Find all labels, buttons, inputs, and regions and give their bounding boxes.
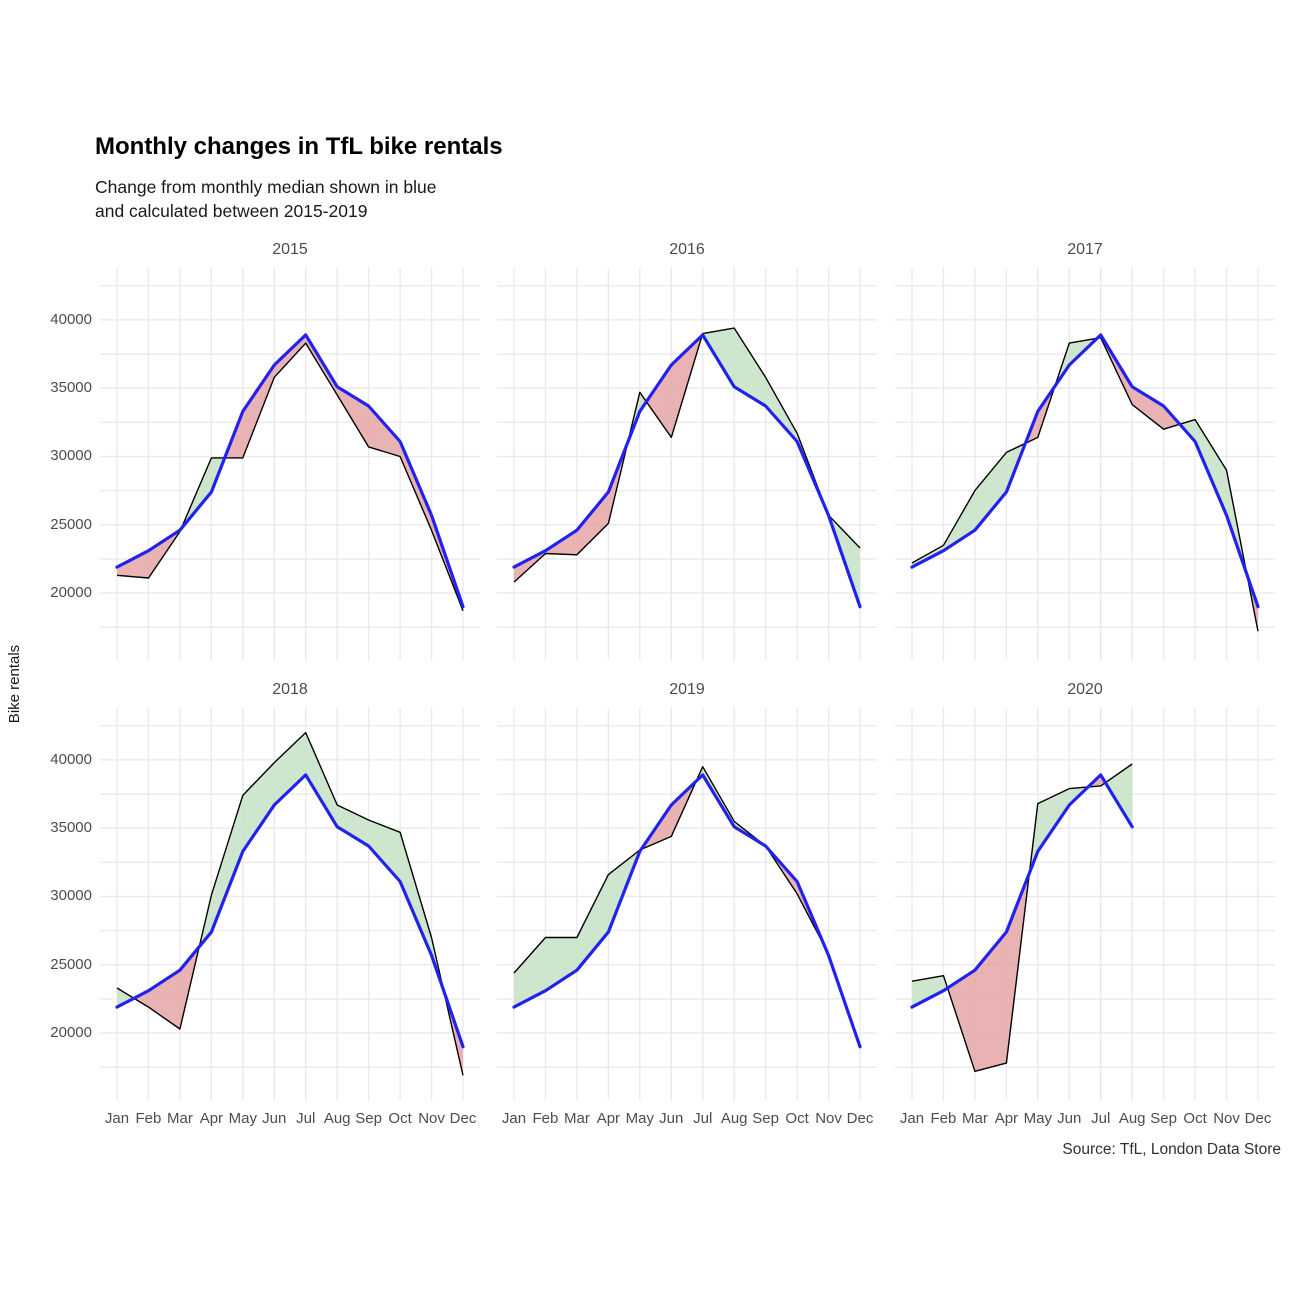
x-tick-label: Oct xyxy=(785,1110,809,1127)
y-tick-label: 25000 xyxy=(50,515,92,533)
x-tick-label: Nov xyxy=(1213,1110,1240,1127)
facet-panel-2015 xyxy=(100,268,480,660)
y-tick-label: 40000 xyxy=(50,310,92,328)
facet-panel-2016 xyxy=(497,268,877,660)
x-tick-label: Jul xyxy=(296,1110,316,1127)
y-tick-label: 20000 xyxy=(50,1024,92,1042)
y-tick-label: 35000 xyxy=(50,379,92,397)
ribbon-above-median xyxy=(181,457,225,529)
x-tick-label: Jun xyxy=(659,1110,684,1127)
y-tick-label: 20000 xyxy=(50,584,92,602)
x-tick-label: Nov xyxy=(815,1110,842,1127)
x-tick-label: Sep xyxy=(752,1110,779,1127)
actual-line xyxy=(513,327,861,583)
x-tick-label: Jan xyxy=(104,1110,130,1127)
x-tick-label: May xyxy=(228,1110,257,1127)
x-tick-label: Sep xyxy=(355,1110,382,1127)
median-line xyxy=(512,773,862,1049)
chart-subtitle-line2: and calculated between 2015-2019 xyxy=(95,201,368,221)
actual-line xyxy=(116,731,464,1076)
facet-strip-2019: 2019 xyxy=(669,681,705,698)
x-tick-label: Jul xyxy=(1091,1110,1111,1127)
ribbon-above-median xyxy=(117,732,444,1008)
x-tick-label: Apr xyxy=(596,1110,621,1127)
facet-strip-2015: 2015 xyxy=(272,241,308,258)
actual-line xyxy=(911,336,1259,632)
x-tick-label: Jun xyxy=(1057,1110,1082,1127)
x-tick-label: Dec xyxy=(449,1110,477,1127)
x-tick-label: Apr xyxy=(199,1110,224,1127)
facet-panel-2019 xyxy=(497,708,877,1100)
ribbon-below-median xyxy=(514,335,703,583)
actual-line xyxy=(513,766,861,1046)
chart-subtitle: Change from monthly median shown in blue… xyxy=(95,175,436,223)
x-tick-label: Dec xyxy=(846,1110,874,1127)
median-line xyxy=(910,773,1134,1009)
x-tick-label: Mar xyxy=(961,1110,988,1127)
x-tick-label: Oct xyxy=(388,1110,412,1127)
x-tick-label: Feb xyxy=(930,1110,957,1127)
y-tick-label: 25000 xyxy=(50,955,92,973)
x-tick-label: Nov xyxy=(418,1110,445,1127)
facet-strip-2016: 2016 xyxy=(669,241,705,258)
x-tick-label: Feb xyxy=(135,1110,162,1127)
y-tick-label: 30000 xyxy=(50,447,92,465)
x-tick-label: Aug xyxy=(323,1110,351,1127)
x-tick-label: Feb xyxy=(532,1110,559,1127)
x-tick-label: Jan xyxy=(899,1110,925,1127)
median-line xyxy=(512,333,862,609)
facet-strip-2020: 2020 xyxy=(1067,681,1103,698)
median-line xyxy=(115,333,465,609)
x-tick-label: Mar xyxy=(563,1110,590,1127)
x-tick-label: Jan xyxy=(501,1110,527,1127)
x-tick-label: Dec xyxy=(1244,1110,1272,1127)
x-tick-label: May xyxy=(625,1110,654,1127)
y-tick-label: 40000 xyxy=(50,750,92,768)
actual-line xyxy=(911,763,1133,1072)
x-tick-label: Apr xyxy=(994,1110,1019,1127)
y-axis-title: Bike rentals xyxy=(6,644,23,724)
median-line xyxy=(115,773,465,1049)
ribbon-above-median xyxy=(912,764,1133,1008)
facet-panel-2020 xyxy=(895,708,1275,1100)
y-tick-label: 30000 xyxy=(50,887,92,905)
ribbon-above-median xyxy=(627,328,860,607)
x-tick-label: Sep xyxy=(1150,1110,1177,1127)
x-tick-label: May xyxy=(1023,1110,1052,1127)
chart-subtitle-line1: Change from monthly median shown in blue xyxy=(95,177,437,197)
y-tick-label: 35000 xyxy=(50,819,92,837)
x-tick-label: Oct xyxy=(1183,1110,1207,1127)
facet-strip-2018: 2018 xyxy=(272,681,308,698)
ribbon-below-median xyxy=(117,334,463,611)
x-tick-label: Mar xyxy=(166,1110,193,1127)
actual-line xyxy=(116,342,464,612)
facet-panel-2017 xyxy=(895,268,1275,660)
median-line xyxy=(910,333,1260,609)
x-tick-label: Aug xyxy=(1118,1110,1146,1127)
facet-panel-2018 xyxy=(100,708,480,1100)
x-tick-label: Aug xyxy=(720,1110,748,1127)
facet-strip-2017: 2017 xyxy=(1067,241,1103,258)
source-caption: Source: TfL, London Data Store xyxy=(1062,1141,1281,1158)
ribbon-below-median xyxy=(947,774,1106,1072)
x-tick-label: Jun xyxy=(262,1110,287,1127)
x-tick-label: Jul xyxy=(693,1110,713,1127)
chart-title: Monthly changes in TfL bike rentals xyxy=(95,133,503,160)
